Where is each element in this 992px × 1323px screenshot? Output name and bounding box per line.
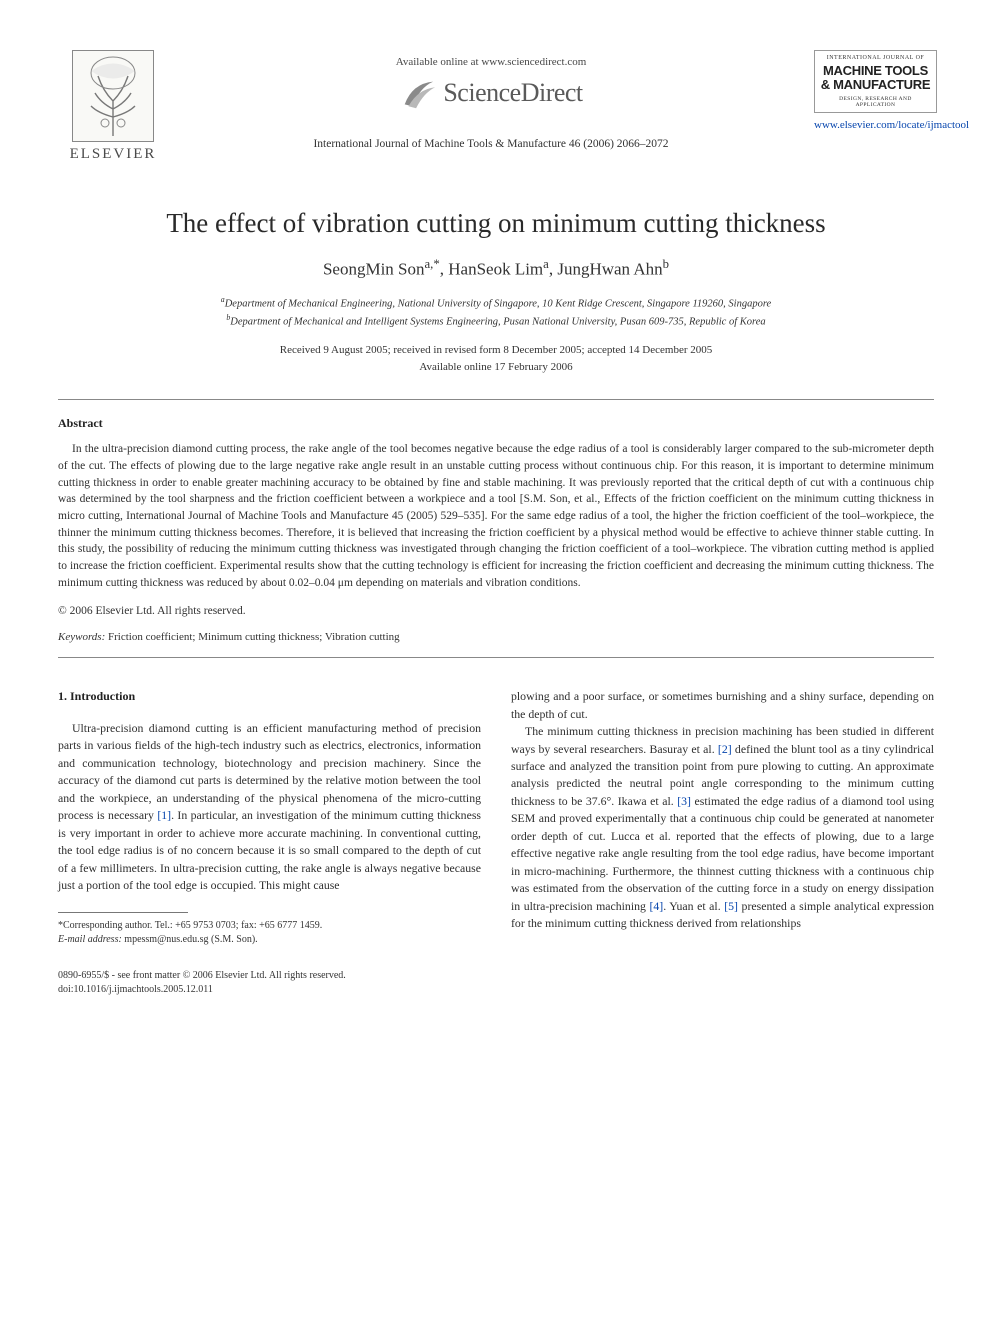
abstract-heading: Abstract — [58, 416, 934, 431]
keywords-label: Keywords: — [58, 631, 105, 643]
col2-paragraph-1: plowing and a poor surface, or sometimes… — [511, 688, 934, 723]
affiliations: aDepartment of Mechanical Engineering, N… — [58, 294, 934, 331]
footer-meta: 0890-6955/$ - see front matter © 2006 El… — [58, 969, 481, 997]
copyright-line: © 2006 Elsevier Ltd. All rights reserved… — [58, 605, 934, 617]
corresponding-author: *Corresponding author. Tel.: +65 9753 07… — [58, 919, 481, 933]
footnote-rule — [58, 912, 188, 913]
section-1-heading: 1. Introduction — [58, 688, 481, 706]
journal-url[interactable]: www.elsevier.com/locate/ijmactool — [814, 119, 934, 131]
keywords: Keywords: Friction coefficient; Minimum … — [58, 631, 934, 643]
journal-header: ELSEVIER Available online at www.science… — [58, 50, 934, 163]
ref-3[interactable]: [3] — [677, 794, 691, 808]
sciencedirect-swoosh-icon — [399, 74, 437, 112]
article-title: The effect of vibration cutting on minim… — [58, 208, 934, 239]
email-footnote: E-mail address: mpessm@nus.edu.sg (S.M. … — [58, 933, 481, 947]
affiliation-a: Department of Mechanical Engineering, Na… — [225, 298, 772, 309]
ref-4[interactable]: [4] — [649, 899, 663, 913]
doi-line: doi:10.1016/j.ijmachtools.2005.12.011 — [58, 983, 481, 997]
keywords-list: Friction coefficient; Minimum cutting th… — [108, 631, 400, 643]
body-columns: 1. Introduction Ultra-precision diamond … — [58, 688, 934, 997]
authors: SeongMin Sona,*, HanSeok Lima, JungHwan … — [58, 257, 934, 280]
col2-paragraph-2: The minimum cutting thickness in precisi… — [511, 723, 934, 932]
cover-topline: INTERNATIONAL JOURNAL OF — [819, 55, 932, 61]
sciencedirect-text: ScienceDirect — [443, 78, 582, 108]
rule — [58, 399, 934, 400]
header-center: Available online at www.sciencedirect.co… — [168, 50, 814, 150]
email-address: mpessm@nus.edu.sg (S.M. Son). — [124, 934, 257, 945]
citation: International Journal of Machine Tools &… — [168, 138, 814, 150]
issn-line: 0890-6955/$ - see front matter © 2006 El… — [58, 969, 481, 983]
column-left: 1. Introduction Ultra-precision diamond … — [58, 688, 481, 997]
cover-title: MACHINE TOOLS & MANUFACTURE — [819, 64, 932, 93]
journal-cover: INTERNATIONAL JOURNAL OF MACHINE TOOLS &… — [814, 50, 934, 131]
ref-2[interactable]: [2] — [718, 742, 732, 756]
email-label: E-mail address: — [58, 934, 122, 945]
dates-online: Available online 17 February 2006 — [419, 361, 572, 373]
abstract-text-content: In the ultra-precision diamond cutting p… — [58, 443, 934, 588]
sciencedirect-logo: ScienceDirect — [399, 74, 582, 112]
elsevier-tree-icon — [72, 50, 154, 142]
elsevier-logo: ELSEVIER — [58, 50, 168, 163]
available-online-text: Available online at www.sciencedirect.co… — [168, 56, 814, 68]
abstract-body: In the ultra-precision diamond cutting p… — [58, 441, 934, 591]
column-right: plowing and a poor surface, or sometimes… — [511, 688, 934, 997]
rule-2 — [58, 657, 934, 658]
cover-subline: DESIGN, RESEARCH AND APPLICATION — [819, 96, 932, 108]
ref-1[interactable]: [1] — [157, 808, 171, 822]
ref-5[interactable]: [5] — [724, 899, 738, 913]
dates-received: Received 9 August 2005; received in revi… — [280, 344, 713, 356]
elsevier-name: ELSEVIER — [70, 146, 157, 163]
affiliation-b: Department of Mechanical and Intelligent… — [230, 316, 765, 327]
intro-paragraph-1: Ultra-precision diamond cutting is an ef… — [58, 720, 481, 895]
article-dates: Received 9 August 2005; received in revi… — [58, 342, 934, 375]
